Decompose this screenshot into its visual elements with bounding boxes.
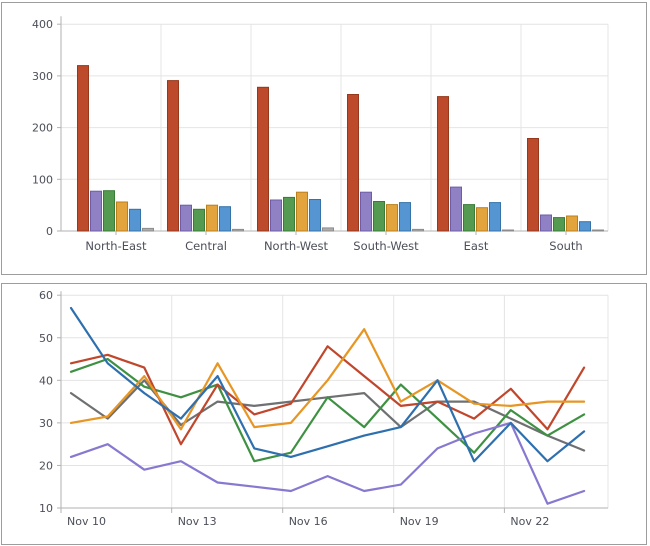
bar-chart[interactable]: 0 100 200 300 400 North-East Central North-West… bbox=[2, 3, 646, 274]
x-axis-tick-label: Nov 22 bbox=[510, 515, 549, 528]
bar-series-green-south[interactable] bbox=[553, 217, 565, 232]
bar-series-orange-north-west[interactable] bbox=[296, 191, 308, 232]
y-axis-tick-label: 20 bbox=[39, 459, 53, 472]
bar-series-red-central[interactable] bbox=[167, 80, 179, 232]
y-axis-tick-label: 10 bbox=[39, 502, 53, 515]
line-series-group bbox=[69, 306, 586, 505]
bar-series-gray-north-east[interactable] bbox=[142, 227, 154, 232]
y-axis-tick-label: 60 bbox=[39, 289, 53, 302]
bar-series-group bbox=[77, 65, 604, 232]
y-axis-tick-label: 400 bbox=[32, 18, 53, 31]
bar-series-blue-central[interactable] bbox=[219, 206, 231, 232]
y-axis-tick-label: 30 bbox=[39, 417, 53, 430]
bar-series-green-east[interactable] bbox=[463, 204, 475, 232]
bar-series-green-north-east[interactable] bbox=[103, 190, 115, 232]
bar-series-green-north-west[interactable] bbox=[283, 196, 295, 232]
bar-series-orange-south[interactable] bbox=[566, 215, 578, 232]
category-label-south-west: South-West bbox=[353, 239, 419, 253]
bar-series-purple-south[interactable] bbox=[540, 214, 552, 232]
bar-series-blue-north-east[interactable] bbox=[129, 208, 141, 232]
line-series-blue[interactable] bbox=[69, 306, 586, 463]
bar-series-blue-east[interactable] bbox=[489, 202, 501, 232]
category-label-north-east: North-East bbox=[85, 239, 147, 253]
bar-series-gray-south[interactable] bbox=[592, 229, 604, 232]
bar-gridlines bbox=[61, 23, 609, 231]
bar-series-orange-central[interactable] bbox=[206, 204, 218, 232]
category-label-north-west: North-West bbox=[264, 239, 329, 253]
bar-series-blue-north-west[interactable] bbox=[309, 199, 321, 232]
bar-series-red-north-east[interactable] bbox=[77, 65, 89, 232]
category-label-east: East bbox=[464, 239, 489, 253]
bar-series-purple-south-west[interactable] bbox=[360, 191, 372, 232]
x-axis-tick-label: Nov 19 bbox=[400, 515, 439, 528]
bar-series-gray-north-west[interactable] bbox=[322, 227, 334, 232]
y-axis-tick-label: 100 bbox=[32, 173, 53, 186]
line-series-green[interactable] bbox=[69, 357, 586, 463]
y-axis-tick-label: 300 bbox=[32, 70, 53, 83]
line-gridlines bbox=[61, 294, 609, 508]
bar-series-red-north-west[interactable] bbox=[257, 86, 269, 232]
bar-series-green-central[interactable] bbox=[193, 208, 205, 232]
bar-series-green-south-west[interactable] bbox=[373, 201, 385, 232]
category-label-south: South bbox=[549, 239, 582, 253]
x-axis-tick-label: Nov 13 bbox=[178, 515, 217, 528]
bar-series-gray-central[interactable] bbox=[232, 228, 244, 232]
x-axis-tick-label: Nov 16 bbox=[289, 515, 328, 528]
bar-series-blue-south[interactable] bbox=[579, 221, 591, 232]
bar-series-red-south[interactable] bbox=[527, 138, 539, 232]
bar-series-purple-central[interactable] bbox=[180, 204, 192, 232]
bar-series-orange-south-west[interactable] bbox=[386, 204, 398, 232]
bar-series-orange-north-east[interactable] bbox=[116, 201, 128, 232]
y-axis-tick-label: 50 bbox=[39, 332, 53, 345]
bar-series-orange-east[interactable] bbox=[476, 207, 488, 232]
line-chart[interactable]: 10 20 30 40 50 60 Nov 10 Nov 13 Nov 16 Nov 19 Nov … bbox=[2, 284, 646, 544]
y-axis-tick-label: 0 bbox=[46, 225, 53, 238]
bar-series-purple-north-east[interactable] bbox=[90, 190, 102, 232]
bar-series-purple-east[interactable] bbox=[450, 186, 462, 232]
line-series-purple[interactable] bbox=[69, 421, 586, 505]
bar-series-purple-north-west[interactable] bbox=[270, 199, 282, 232]
line-series-orange[interactable] bbox=[69, 328, 586, 431]
x-axis-tick-label: Nov 10 bbox=[67, 515, 106, 528]
y-axis-tick-label: 40 bbox=[39, 374, 53, 387]
bar-series-blue-south-west[interactable] bbox=[399, 202, 411, 232]
line-chart-panel: 10 20 30 40 50 60 Nov 10 Nov 13 Nov 16 Nov 19 Nov … bbox=[1, 283, 647, 545]
bar-series-gray-east[interactable] bbox=[502, 229, 514, 232]
bar-series-red-south-west[interactable] bbox=[347, 94, 359, 232]
bar-series-red-east[interactable] bbox=[437, 96, 449, 232]
y-axis-tick-label: 200 bbox=[32, 122, 53, 135]
bar-chart-panel: 0 100 200 300 400 North-East Central North-West… bbox=[1, 2, 647, 275]
line-axes: 10 20 30 40 50 60 Nov 10 Nov 13 Nov 16 Nov 19 Nov … bbox=[39, 289, 608, 528]
bar-series-gray-south-west[interactable] bbox=[412, 228, 424, 232]
category-label-central: Central bbox=[185, 239, 227, 253]
